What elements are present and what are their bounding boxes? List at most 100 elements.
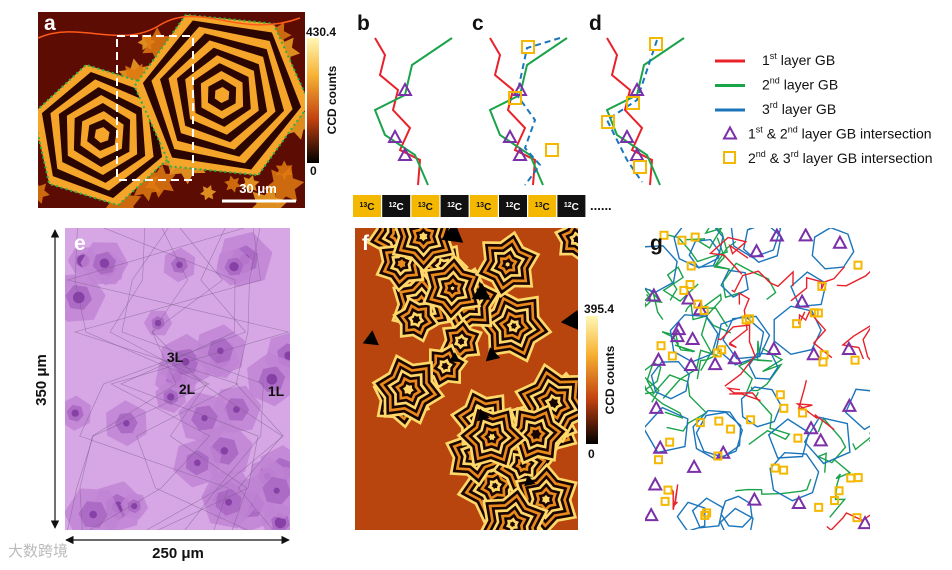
gb-line — [515, 37, 561, 186]
ring — [530, 429, 542, 440]
gb-line — [373, 37, 453, 186]
ring — [419, 231, 428, 242]
nucleus — [284, 351, 290, 360]
intersection-marker — [521, 40, 535, 54]
gb-line — [790, 266, 846, 302]
gb-sketch — [373, 37, 453, 186]
legend-label: 1st & 2nd layer GB intersection — [748, 125, 932, 142]
intersection-marker — [686, 261, 696, 271]
intersection-marker — [814, 502, 824, 512]
isotope-element: C — [426, 202, 433, 213]
intersection-marker — [690, 232, 700, 242]
scale-bar-label: 30 μm — [239, 181, 277, 196]
intersection-marker — [629, 81, 645, 96]
isotope-box — [499, 195, 527, 217]
intersection-marker — [699, 305, 709, 315]
legend-text: 1 — [748, 126, 756, 142]
legend-text: 2 — [748, 150, 756, 166]
intersection-marker — [397, 146, 413, 161]
intersection-marker — [619, 128, 635, 143]
legend-text: layer GB — [780, 77, 838, 93]
panel-label: e — [74, 232, 86, 255]
intersection-marker — [798, 408, 808, 418]
intersection-marker — [656, 341, 666, 351]
legend-text: layer GB intersection — [799, 150, 933, 166]
intersection-marker — [832, 234, 848, 249]
ring — [491, 482, 499, 489]
gb-line — [750, 347, 784, 392]
isotope-label: 13C — [476, 202, 491, 213]
intersection-marker — [671, 321, 687, 336]
grain-boundary — [38, 63, 172, 207]
grain — [224, 175, 242, 193]
isotope-label: 13C — [418, 202, 433, 213]
panel-a-image — [38, 12, 305, 208]
superscript: nd — [756, 149, 766, 159]
void — [485, 347, 501, 362]
panel-label: c — [472, 12, 484, 35]
panel-g-drawing — [645, 228, 870, 530]
intersection-marker — [700, 510, 710, 520]
isotope-label: 13C — [359, 202, 374, 213]
isotope-element: C — [572, 202, 579, 213]
gb-line — [606, 37, 654, 186]
gb-line — [645, 362, 662, 395]
grain — [275, 160, 293, 180]
colorbar-title: CCD counts — [325, 65, 339, 134]
gb-line — [773, 305, 822, 356]
ring — [402, 384, 414, 395]
gb-line — [795, 380, 835, 431]
layer-label: 3L — [167, 349, 184, 365]
superscript: nd — [788, 125, 798, 135]
intersection-marker — [727, 350, 743, 365]
intersection-marker — [817, 281, 827, 291]
gb-line — [730, 228, 782, 259]
gb-line — [684, 302, 713, 371]
nucleus — [229, 262, 239, 272]
intersection-marker — [770, 463, 780, 473]
superscript: nd — [770, 76, 780, 86]
ring — [573, 235, 578, 244]
gb-line — [811, 228, 855, 270]
watermark: 大数跨境 — [8, 542, 68, 560]
ring — [542, 494, 550, 504]
colorbar-min: 0 — [588, 447, 595, 461]
intersection-marker — [712, 348, 722, 358]
intersection-marker — [794, 293, 810, 308]
crack — [121, 228, 264, 530]
legend-text: 2 — [762, 77, 770, 93]
gb-line — [737, 340, 773, 395]
intersection-marker — [713, 451, 723, 461]
gb-line — [671, 484, 679, 510]
intersection-marker — [679, 285, 689, 295]
legend-text: & 2 — [763, 126, 788, 142]
crack — [38, 15, 301, 39]
nucleus — [266, 373, 278, 385]
gb-line — [713, 237, 737, 270]
gb-line — [699, 293, 732, 334]
superscript: rd — [770, 100, 778, 110]
isotope-box — [382, 195, 411, 217]
crack — [146, 228, 284, 530]
nucleus — [71, 409, 79, 417]
legend-text: 1 — [762, 52, 770, 68]
grain — [142, 27, 173, 62]
panel-label: a — [44, 12, 56, 35]
gb-line — [722, 315, 771, 360]
gb-line — [816, 417, 847, 473]
intersection-marker — [852, 513, 862, 523]
panel-label: d — [589, 12, 602, 35]
intersection-marker — [680, 290, 697, 305]
gb-line — [841, 325, 870, 361]
colorbar-max: 395.4 — [584, 302, 614, 316]
ring — [214, 87, 230, 103]
ring — [569, 231, 578, 247]
intersection-marker — [748, 243, 765, 258]
intersection-marker — [683, 356, 699, 372]
gb-line — [645, 245, 678, 294]
gb-line — [662, 266, 699, 302]
intersection-marker — [645, 507, 659, 522]
intersection-marker — [779, 403, 789, 413]
void — [362, 330, 379, 346]
superscript: st — [756, 125, 764, 135]
